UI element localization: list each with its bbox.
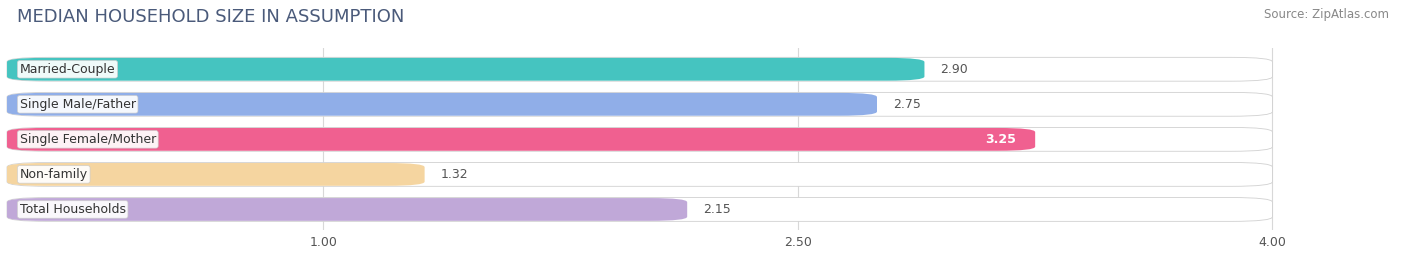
Text: Single Male/Father: Single Male/Father xyxy=(20,98,136,111)
Text: 1.32: 1.32 xyxy=(440,168,468,181)
Text: Non-family: Non-family xyxy=(20,168,87,181)
FancyBboxPatch shape xyxy=(7,128,1272,151)
FancyBboxPatch shape xyxy=(7,128,1035,151)
Text: MEDIAN HOUSEHOLD SIZE IN ASSUMPTION: MEDIAN HOUSEHOLD SIZE IN ASSUMPTION xyxy=(17,8,405,26)
FancyBboxPatch shape xyxy=(7,198,1272,221)
FancyBboxPatch shape xyxy=(7,162,1272,186)
Text: 2.75: 2.75 xyxy=(893,98,921,111)
FancyBboxPatch shape xyxy=(7,58,925,81)
FancyBboxPatch shape xyxy=(7,163,425,186)
Text: Married-Couple: Married-Couple xyxy=(20,63,115,76)
Text: Source: ZipAtlas.com: Source: ZipAtlas.com xyxy=(1264,8,1389,21)
Text: 3.25: 3.25 xyxy=(986,133,1017,146)
Text: Single Female/Mother: Single Female/Mother xyxy=(20,133,156,146)
Text: 2.90: 2.90 xyxy=(941,63,967,76)
FancyBboxPatch shape xyxy=(7,198,688,221)
FancyBboxPatch shape xyxy=(7,57,1272,81)
Text: 2.15: 2.15 xyxy=(703,203,731,216)
FancyBboxPatch shape xyxy=(7,92,1272,116)
Text: Total Households: Total Households xyxy=(20,203,125,216)
FancyBboxPatch shape xyxy=(7,93,877,116)
